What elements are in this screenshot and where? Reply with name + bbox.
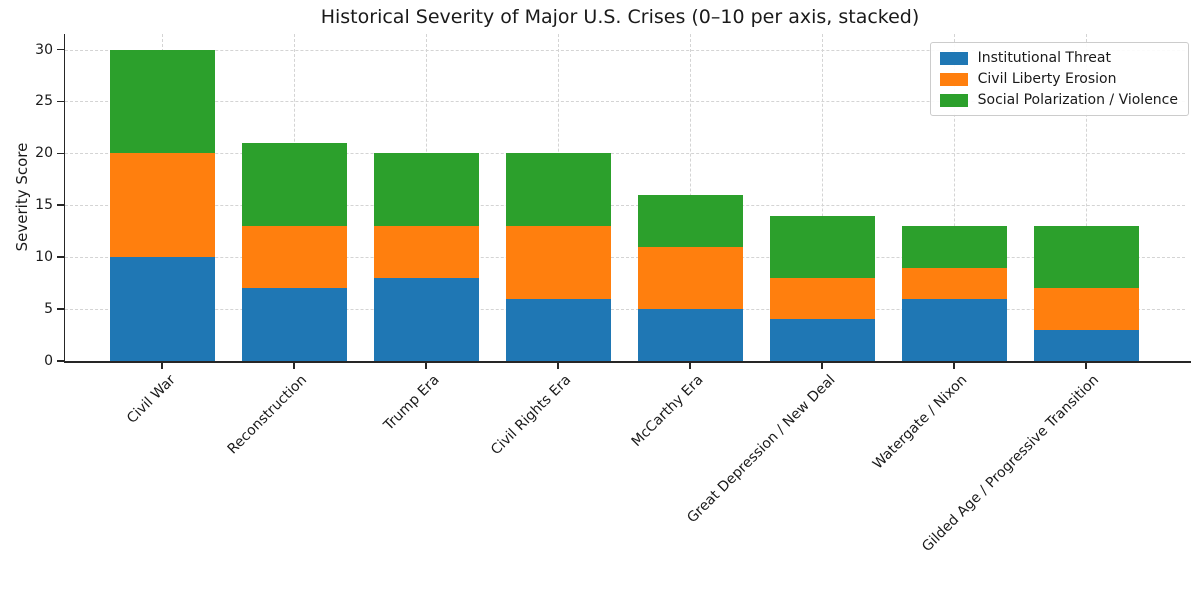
- legend-swatch: [939, 72, 968, 86]
- bar-segment: [769, 215, 875, 278]
- bar-segment: [241, 143, 347, 227]
- x-tick-mark: [953, 362, 955, 369]
- y-tick-mark: [57, 256, 64, 258]
- bar-segment: [1033, 329, 1139, 361]
- y-tick-label: 25: [35, 93, 53, 110]
- bar-segment: [901, 226, 1007, 268]
- x-tick-mark: [1085, 362, 1087, 369]
- legend-label: Civil Liberty Erosion: [977, 71, 1117, 87]
- bar-segment: [901, 298, 1007, 361]
- bar-segment: [901, 267, 1007, 299]
- x-tick-label: Civil War: [123, 372, 179, 427]
- x-tick-mark: [425, 362, 427, 369]
- v-gridline: [1086, 34, 1087, 361]
- plot-area: Institutional Threat Civil Liberty Erosio…: [65, 34, 1189, 361]
- legend-label: Social Polarization / Violence: [977, 92, 1178, 108]
- x-tick-label: Reconstruction: [224, 372, 311, 458]
- legend-item: Civil Liberty Erosion: [939, 71, 1178, 87]
- bar-segment: [241, 288, 347, 361]
- bar-segment: [1033, 288, 1139, 330]
- h-gridline: [65, 309, 1185, 311]
- y-tick-mark: [57, 204, 64, 207]
- legend-swatch: [939, 93, 968, 107]
- x-tick-label: Trump Era: [380, 372, 443, 434]
- h-gridline: [65, 257, 1185, 259]
- bar-segment: [505, 153, 611, 227]
- x-tick-label: Watergate / Nixon: [869, 372, 971, 473]
- bar-segment: [373, 153, 479, 227]
- y-tick-label: 5: [44, 301, 53, 318]
- y-tick-mark: [57, 308, 64, 310]
- x-axis-spine: [63, 361, 1191, 363]
- bar-segment: [109, 153, 215, 258]
- bar-segment: [637, 246, 743, 310]
- h-gridline: [65, 153, 1185, 155]
- y-tick-label: 20: [35, 145, 53, 162]
- legend-item: Institutional Threat: [939, 50, 1178, 66]
- bar-segment: [637, 194, 743, 247]
- bar-segment: [1033, 226, 1139, 289]
- legend-swatch: [939, 51, 968, 65]
- x-tick-mark: [557, 362, 559, 369]
- x-tick-label: Great Depression / New Deal: [684, 372, 839, 527]
- bar-segment: [373, 277, 479, 361]
- bar-segment: [769, 277, 875, 320]
- bar-segment: [505, 298, 611, 361]
- y-tick-label: 15: [35, 197, 53, 214]
- y-tick-label: 30: [35, 41, 53, 58]
- bar-segment: [505, 226, 611, 299]
- bar-segment: [373, 226, 479, 278]
- x-tick-mark: [821, 362, 823, 369]
- y-tick-mark: [57, 100, 64, 103]
- x-tick-mark: [161, 362, 163, 369]
- x-tick-mark: [689, 362, 691, 369]
- h-gridline: [65, 49, 1185, 51]
- y-tick-mark: [57, 152, 64, 155]
- v-gridline: [954, 34, 955, 361]
- legend: Institutional Threat Civil Liberty Erosio…: [929, 42, 1189, 116]
- h-gridline: [65, 205, 1185, 207]
- x-tick-label: Civil Rights Era: [488, 372, 575, 459]
- legend-label: Institutional Threat: [977, 50, 1111, 66]
- bar-segment: [241, 226, 347, 289]
- bar-segment: [109, 257, 215, 361]
- chart-title: Historical Severity of Major U.S. Crises…: [320, 6, 920, 28]
- bar-segment: [637, 309, 743, 361]
- y-tick-mark: [57, 360, 64, 362]
- y-axis-spine: [63, 34, 66, 363]
- bar-segment: [109, 49, 215, 154]
- h-gridline: [65, 101, 1185, 103]
- x-tick-mark: [293, 362, 295, 369]
- y-tick-mark: [57, 48, 64, 51]
- y-tick-label: 10: [35, 249, 53, 266]
- x-tick-label: McCarthy Era: [628, 372, 707, 450]
- bar-segment: [769, 319, 875, 361]
- legend-item: Social Polarization / Violence: [939, 92, 1178, 108]
- v-gridline: [822, 34, 823, 361]
- y-tick-label: 0: [44, 353, 53, 369]
